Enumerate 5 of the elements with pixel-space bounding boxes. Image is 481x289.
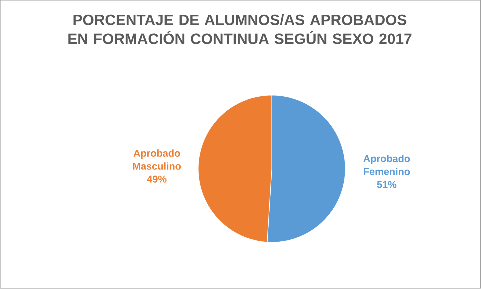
chart-title: PORCENTAJE DE ALUMNOS/AS APROBADOS EN FORMACIÓN CONTINUA SEGÚN SEXO 2017 [68,14,412,44]
data-label: 49% [147,176,167,183]
slice-label: Aprobado Femenino [364,155,410,176]
slice-label: Aprobado Masculino [133,150,182,170]
data-label: 51% [377,181,397,188]
